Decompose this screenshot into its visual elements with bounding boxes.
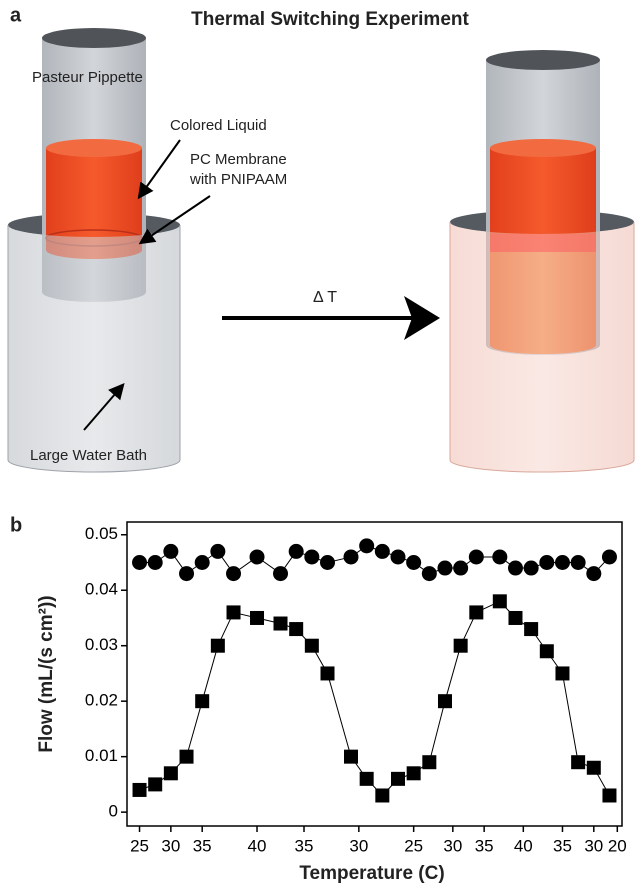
square-marker (148, 777, 162, 791)
square-marker (493, 594, 507, 608)
square-marker (602, 788, 616, 802)
x-tick-label: 35 (553, 836, 572, 855)
panel-label: b (10, 514, 22, 536)
circle-marker (571, 555, 586, 570)
square-marker (571, 755, 585, 769)
circle-marker (359, 538, 374, 553)
circle-marker (524, 561, 539, 576)
circle-marker (210, 544, 225, 559)
circle-marker (602, 549, 617, 564)
x-tick-label: 35 (193, 836, 212, 855)
square-marker (391, 772, 405, 786)
circle-marker (539, 555, 554, 570)
square-marker (289, 622, 303, 636)
bath (450, 222, 634, 472)
square-marker (540, 644, 554, 658)
square-marker (407, 766, 421, 780)
x-tick-label: 30 (443, 836, 462, 855)
x-tick-label: 35 (295, 836, 314, 855)
panel-a: a Thermal Switching Experiment Pasteur P… (8, 4, 634, 472)
circle-marker (555, 555, 570, 570)
liquid-top (46, 139, 142, 157)
pipette-top (486, 50, 600, 70)
y-tick-label: 0.01 (85, 746, 118, 765)
circle-marker (163, 544, 178, 559)
y-tick-label: 0.05 (85, 524, 118, 543)
label: PC Membrane (190, 151, 287, 168)
square-marker (250, 611, 264, 625)
x-tick-label: 25 (130, 836, 149, 855)
circle-marker (179, 566, 194, 581)
label: with PNIPAAM (189, 171, 287, 188)
square-marker (422, 755, 436, 769)
square-marker (555, 666, 569, 680)
circle-marker (586, 566, 601, 581)
y-tick-label: 0.04 (85, 580, 118, 599)
circle-marker (375, 544, 390, 559)
x-tick-label: 20 (608, 836, 627, 855)
circle-marker (406, 555, 421, 570)
circle-marker (195, 555, 210, 570)
y-tick-label: 0.02 (85, 691, 118, 710)
label: Large Water Bath (30, 447, 147, 464)
series-line (140, 601, 610, 795)
square-marker (375, 788, 389, 802)
liquid-top (490, 139, 596, 157)
square-marker (344, 750, 358, 764)
square-marker (454, 639, 468, 653)
pipette-top (42, 28, 146, 48)
series-line (140, 546, 610, 574)
circle-marker (453, 561, 468, 576)
y-axis-label: Flow (mL/(s cm²)) (36, 595, 57, 752)
bath (8, 225, 180, 472)
square-marker (508, 611, 522, 625)
x-tick-label: 25 (404, 836, 423, 855)
circle-marker (226, 566, 241, 581)
square-marker (587, 761, 601, 775)
square-marker (227, 605, 241, 619)
x-tick-label: 30 (161, 836, 180, 855)
circle-marker (437, 561, 452, 576)
square-marker (195, 694, 209, 708)
square-marker (274, 617, 288, 631)
square-marker (438, 694, 452, 708)
circle-marker (422, 566, 437, 581)
circle-marker (492, 549, 507, 564)
circle-marker (273, 566, 288, 581)
circle-marker (469, 549, 484, 564)
circle-marker (148, 555, 163, 570)
label: Colored Liquid (170, 117, 267, 134)
circle-marker (250, 549, 265, 564)
square-marker (211, 639, 225, 653)
circle-marker (508, 561, 523, 576)
y-tick-label: 0 (109, 802, 118, 821)
x-tick-label: 30 (349, 836, 368, 855)
circle-marker (289, 544, 304, 559)
x-axis-label: Temperature (C) (299, 863, 444, 884)
square-marker (524, 622, 538, 636)
circle-marker (390, 549, 405, 564)
arrow-label: Δ T (313, 289, 337, 306)
diagram-title: Thermal Switching Experiment (191, 9, 469, 30)
square-marker (321, 666, 335, 680)
circle-marker (132, 555, 147, 570)
circle-marker (304, 549, 319, 564)
label: Pasteur Pippette (32, 69, 143, 86)
square-marker (133, 783, 147, 797)
square-marker (164, 766, 178, 780)
x-tick-label: 40 (248, 836, 267, 855)
x-tick-label: 40 (514, 836, 533, 855)
panel-b: b Temperature (C) Flow (mL/(s cm²)) 0 0.0… (10, 514, 627, 884)
circle-marker (320, 555, 335, 570)
x-tick-label: 35 (475, 836, 494, 855)
y-tick-label: 0.03 (85, 635, 118, 654)
square-marker (180, 750, 194, 764)
panel-label: a (10, 4, 22, 26)
circle-marker (344, 549, 359, 564)
x-tick-label: 30 (584, 836, 603, 855)
square-marker (305, 639, 319, 653)
figure: a Thermal Switching Experiment Pasteur P… (0, 0, 641, 886)
square-marker (360, 772, 374, 786)
square-marker (469, 605, 483, 619)
